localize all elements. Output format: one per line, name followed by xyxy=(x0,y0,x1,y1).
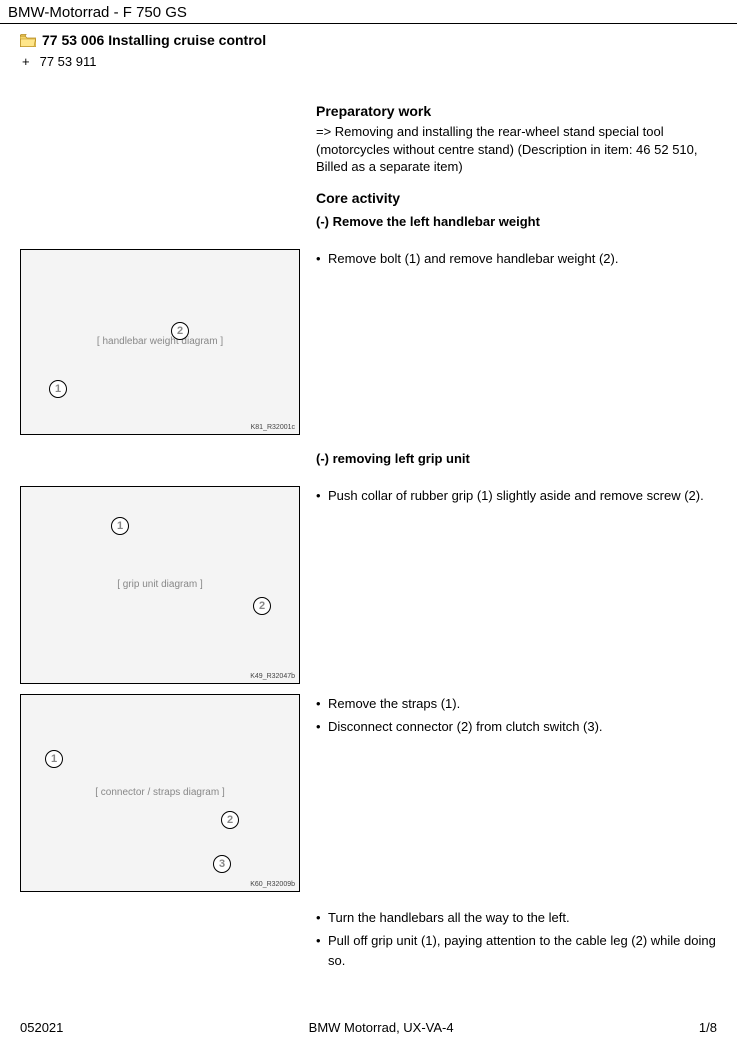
bullet-item: Disconnect connector (2) from clutch swi… xyxy=(316,717,717,737)
page-header: BMW-Motorrad - F 750 GS xyxy=(0,0,737,24)
step1-figure: [ handlebar weight diagram ] K81_R32001c… xyxy=(20,249,300,435)
bullet-item: Push collar of rubber grip (1) slightly … xyxy=(316,486,717,506)
section-step2-heading: (-) removing left grip unit xyxy=(20,451,717,476)
callout-2: 2 xyxy=(221,811,239,829)
intro-text-col: Preparatory work => Removing and install… xyxy=(316,103,717,239)
section-step4: Turn the handlebars all the way to the l… xyxy=(20,908,717,975)
step1-text-col: Remove bolt (1) and remove handlebar wei… xyxy=(316,249,717,273)
callout-2: 2 xyxy=(253,597,271,615)
bullet-item: Remove the straps (1). xyxy=(316,694,717,714)
step2-bullets: Push collar of rubber grip (1) slightly … xyxy=(316,486,717,506)
section-step2: [ grip unit diagram ] K49_R32047b 1 2 Push… xyxy=(20,486,717,684)
doc-title-row: 77 53 006 Installing cruise control xyxy=(0,24,737,50)
bullet-item: Pull off grip unit (1), paying attention… xyxy=(316,931,717,970)
section-step1: [ handlebar weight diagram ] K81_R32001c… xyxy=(20,249,717,435)
callout-1: 1 xyxy=(45,750,63,768)
step2-heading-col: (-) removing left grip unit xyxy=(316,451,717,476)
step1-bullets: Remove bolt (1) and remove handlebar wei… xyxy=(316,249,717,269)
callout-2: 2 xyxy=(171,322,189,340)
step1-fig-col: [ handlebar weight diagram ] K81_R32001c… xyxy=(20,249,300,435)
footer-left: 052021 xyxy=(20,1020,63,1035)
callout-3: 3 xyxy=(213,855,231,873)
step3-fig-col: [ connector / straps diagram ] K60_R3200… xyxy=(20,694,300,892)
step4-text-col: Turn the handlebars all the way to the l… xyxy=(316,908,717,975)
section-intro: Preparatory work => Removing and install… xyxy=(20,103,717,239)
folder-icon xyxy=(20,34,36,47)
step2-figure: [ grip unit diagram ] K49_R32047b 1 2 xyxy=(20,486,300,684)
footer-center: BMW Motorrad, UX-VA-4 xyxy=(309,1020,454,1035)
bullet-item: Turn the handlebars all the way to the l… xyxy=(316,908,717,928)
step1-heading: (-) Remove the left handlebar weight xyxy=(316,214,717,229)
figure-placeholder-text: [ connector / straps diagram ] xyxy=(95,787,225,798)
page-footer: 052021 BMW Motorrad, UX-VA-4 1/8 xyxy=(0,1020,737,1035)
figure-code: K60_R32009b xyxy=(250,881,295,888)
step2-heading: (-) removing left grip unit xyxy=(316,451,717,466)
header-title: BMW-Motorrad - F 750 GS xyxy=(8,4,187,21)
step3-figure: [ connector / straps diagram ] K60_R3200… xyxy=(20,694,300,892)
callout-1: 1 xyxy=(111,517,129,535)
figure-placeholder-text: [ grip unit diagram ] xyxy=(117,579,203,590)
bullet-item: Remove bolt (1) and remove handlebar wei… xyxy=(316,249,717,269)
prep-text: => Removing and installing the rear-whee… xyxy=(316,123,717,176)
subref-row: + 77 53 911 xyxy=(0,50,737,73)
doc-name: Installing cruise control xyxy=(108,32,266,48)
footer-right: 1/8 xyxy=(699,1020,717,1035)
subref-code: 77 53 911 xyxy=(40,54,97,69)
step3-text-col: Remove the straps (1). Disconnect connect… xyxy=(316,694,717,741)
figure-code: K81_R32001c xyxy=(251,424,295,431)
figure-placeholder-text: [ handlebar weight diagram ] xyxy=(97,336,223,347)
figure-code: K49_R32047b xyxy=(250,673,295,680)
step3-bullets: Remove the straps (1). Disconnect connect… xyxy=(316,694,717,737)
doc-title: 77 53 006 Installing cruise control xyxy=(42,32,266,48)
callout-1: 1 xyxy=(49,380,67,398)
doc-code: 77 53 006 xyxy=(42,32,104,48)
core-heading: Core activity xyxy=(316,190,717,206)
step2-text-col: Push collar of rubber grip (1) slightly … xyxy=(316,486,717,510)
content-area: Preparatory work => Removing and install… xyxy=(0,73,737,984)
step2-fig-col: [ grip unit diagram ] K49_R32047b 1 2 xyxy=(20,486,300,684)
step4-bullets: Turn the handlebars all the way to the l… xyxy=(316,908,717,971)
plus-icon: + xyxy=(22,54,30,69)
section-step3: [ connector / straps diagram ] K60_R3200… xyxy=(20,694,717,892)
prep-heading: Preparatory work xyxy=(316,103,717,119)
